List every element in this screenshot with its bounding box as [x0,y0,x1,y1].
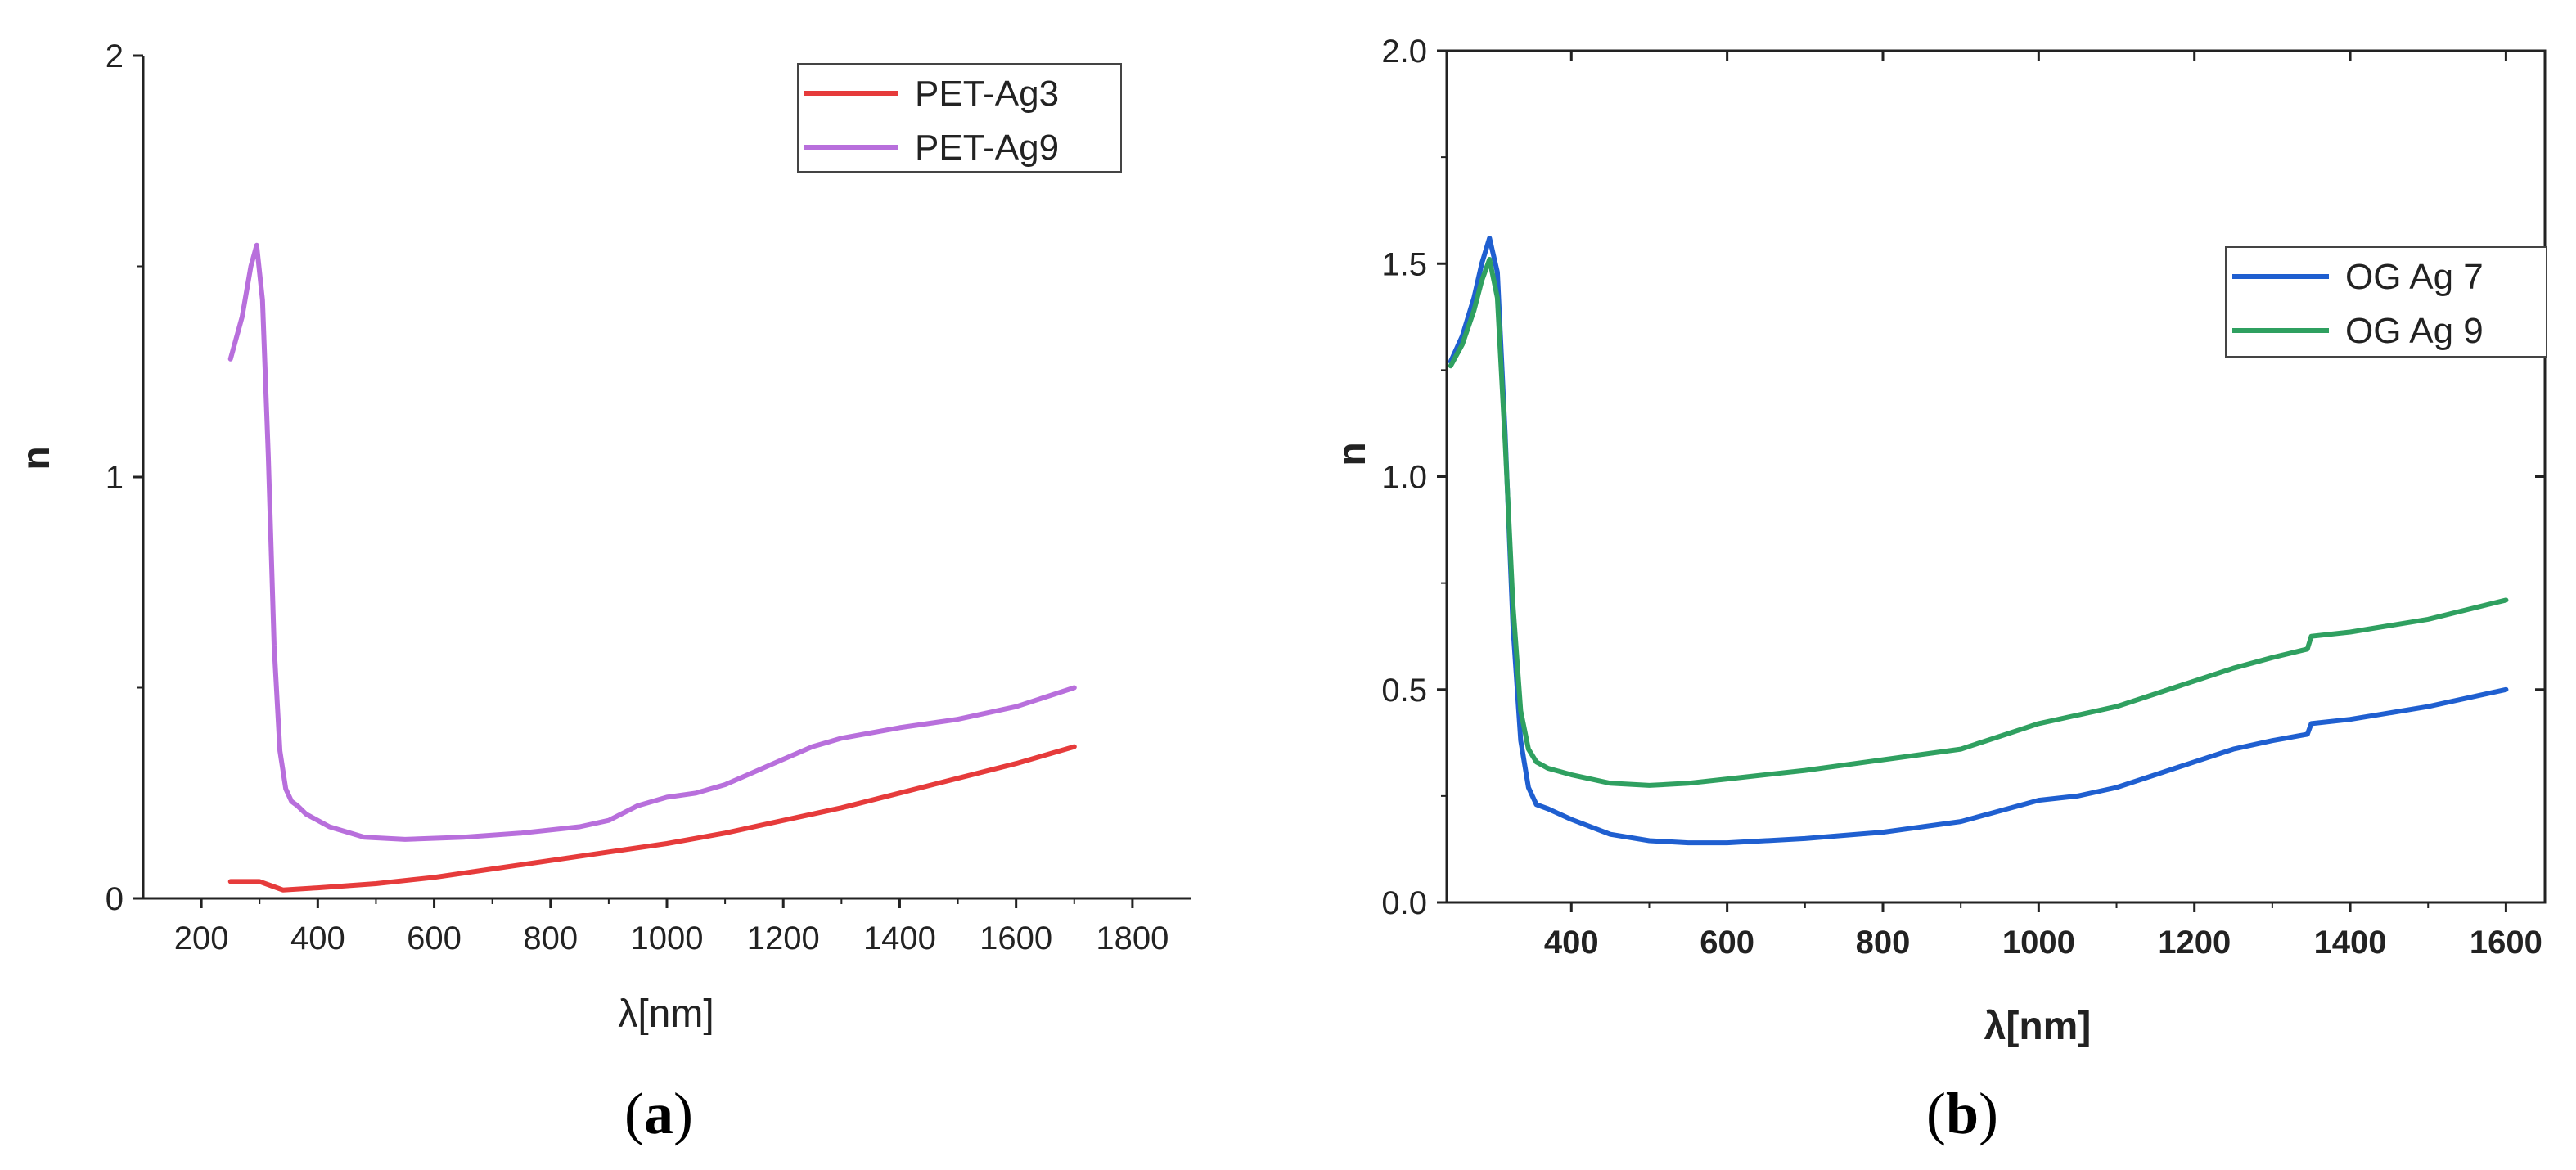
x-tick-label: 1000 [631,920,704,956]
panel-b-letter: b [1946,1081,1979,1146]
legend-label: PET-Ag3 [915,74,1059,114]
panel-a-x-axis-label: λ[nm] [618,992,714,1036]
panel-b-y-axis-label: n [1331,442,1374,466]
x-tick-label: 1400 [863,920,936,956]
panel-a-y-axis-label: n [15,446,58,470]
x-tick-label: 400 [1544,925,1599,961]
panel-a-letter: a [644,1081,673,1146]
plot-frame [1445,49,2547,904]
panel-a-data-lines [227,242,1077,893]
panel-b-legend: OG Ag 7 OG Ag 9 [2225,246,2547,358]
panel-a-axes [142,56,1191,900]
y-tick-label: 2 [106,38,124,74]
y-tick-label: 1.0 [1381,460,1427,496]
x-tick-label: 600 [1700,925,1754,961]
legend-box [797,63,1122,173]
panel-b-chart: 400 600 800 1000 1200 1400 1600 0.0 0.5 1.0 1.5 2.0… [1331,34,2547,1146]
panel-b-label: (b) [1926,1081,1998,1146]
panel-b-axes [1445,49,2547,904]
panel-b-data-lines [1448,236,2509,846]
series-line-og-ag-9 [1448,257,2509,788]
y-tick-label: 1.5 [1381,246,1427,282]
y-tick-label: 0.0 [1381,885,1427,921]
x-tick-label: 800 [523,920,578,956]
legend-label: OG Ag 7 [2345,257,2484,297]
y-tick-label: 2.0 [1381,34,1427,70]
x-tick-label: 1600 [2470,925,2542,961]
x-tick-label: 400 [290,920,345,956]
legend-label: OG Ag 9 [2345,311,2484,351]
x-tick-label: 1600 [980,920,1052,956]
panel-a-legend: PET-Ag3 PET-Ag9 [797,63,1122,173]
x-tick-label: 1200 [2158,925,2231,961]
x-tick-label: 1000 [2002,925,2075,961]
panel-a-label: (a) [624,1081,693,1146]
legend-box [2225,246,2547,358]
panel-a-ticks: 200 400 600 800 1000 1200 1400 1600 1800 0 1 2 [106,38,1169,956]
y-tick-label: 0 [106,881,124,917]
y-tick-label: 0.5 [1381,673,1427,709]
y-tick-label: 1 [106,460,124,496]
panel-a-chart: 200 400 600 800 1000 1200 1400 1600 1800 0 1 2 λ[nm… [15,38,1191,1146]
x-tick-label: 1800 [1096,920,1169,956]
legend-label: PET-Ag9 [915,128,1059,168]
x-tick-label: 1200 [747,920,820,956]
panel-b-ticks: 400 600 800 1000 1200 1400 1600 0.0 0.5 1.0 1.5 2.0 [1381,34,2545,961]
x-tick-label: 1400 [2314,925,2387,961]
series-line-pet-ag3 [227,744,1077,893]
x-tick-label: 800 [1856,925,1911,961]
x-tick-label: 600 [407,920,462,956]
panel-b-x-axis-label: λ[nm] [1984,1005,2092,1048]
series-line-pet-ag9 [227,242,1077,842]
x-tick-label: 200 [174,920,229,956]
